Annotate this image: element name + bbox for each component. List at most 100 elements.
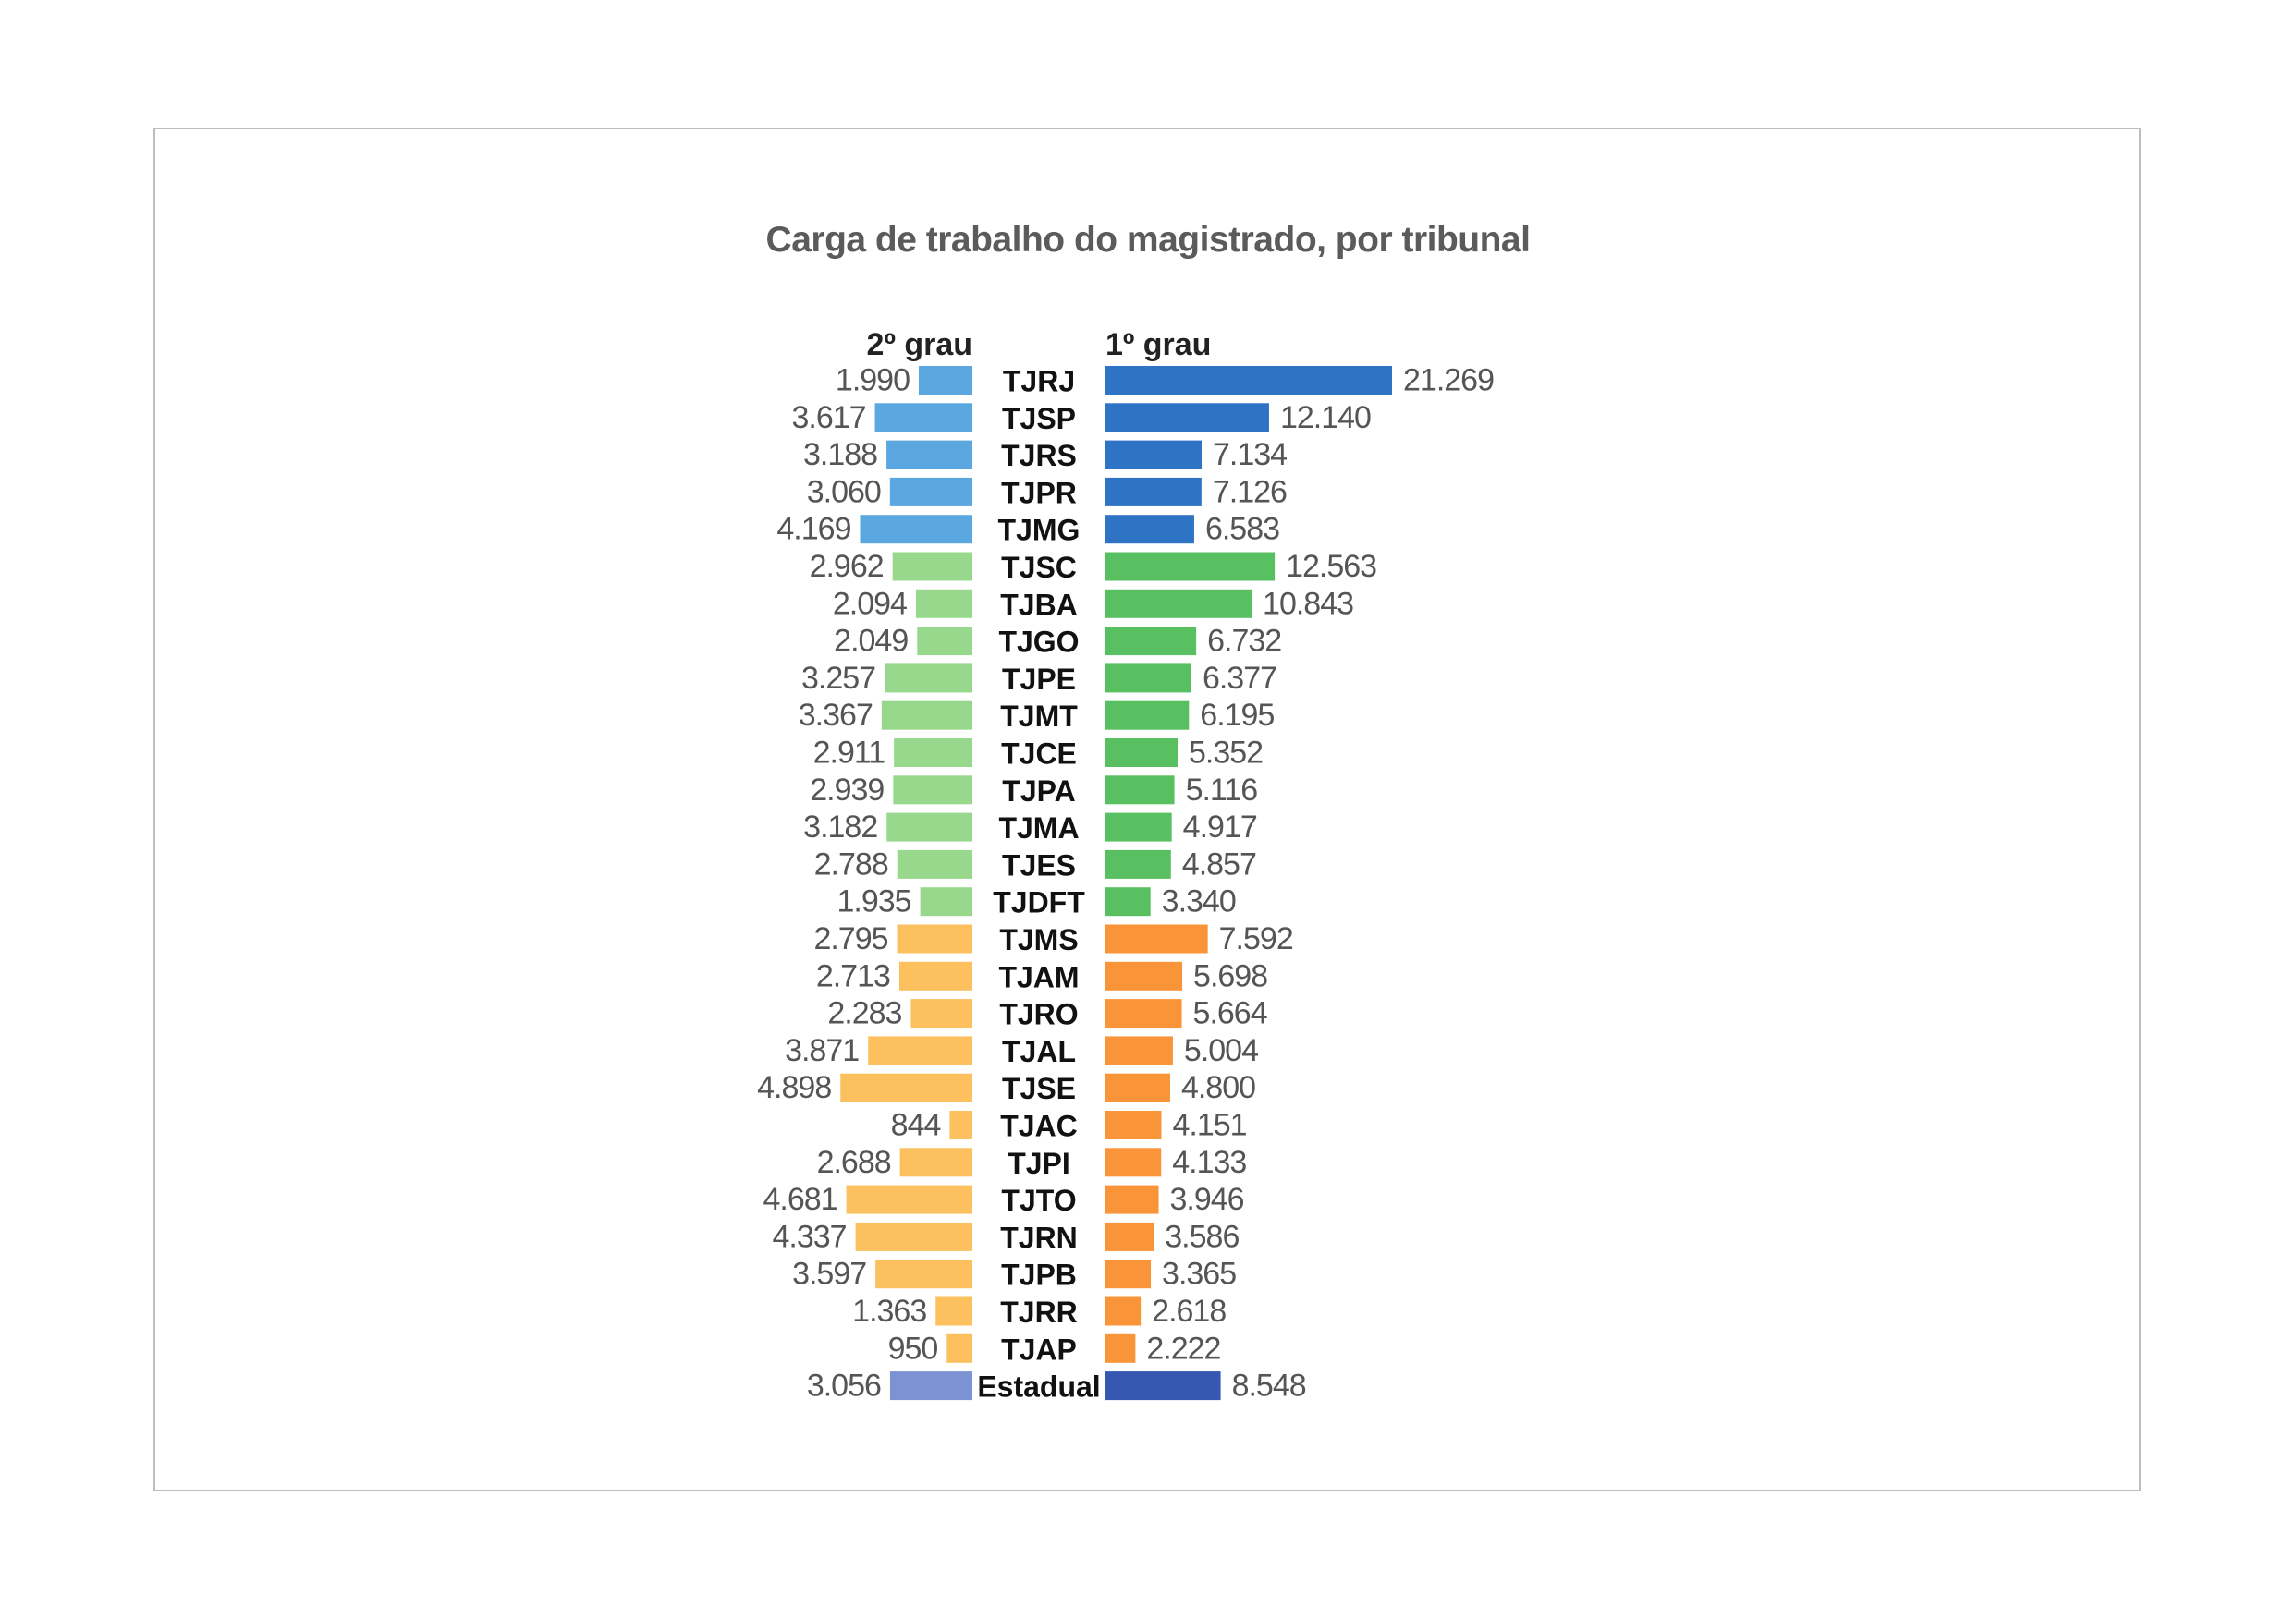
value-label-1grau-tjal: 5.004 bbox=[1184, 1033, 1258, 1068]
value-label-2grau-tjsp: 3.617 bbox=[791, 400, 865, 435]
value-label-1grau-tjpa: 5.116 bbox=[1186, 773, 1258, 808]
bar-2grau-tjap bbox=[946, 1333, 972, 1363]
category-label-tjmt: TJMT bbox=[1000, 700, 1078, 733]
bar-1grau-tjrs bbox=[1105, 440, 1202, 469]
value-label-1grau-tjpi: 4.133 bbox=[1172, 1145, 1246, 1180]
category-label-tjpb: TJPB bbox=[1001, 1259, 1077, 1292]
value-label-1grau-tjsp: 12.140 bbox=[1280, 400, 1371, 435]
value-label-2grau-tjsc: 2.962 bbox=[810, 549, 884, 584]
bar-2grau-tjal bbox=[868, 1036, 972, 1065]
category-label-estadual: Estadual bbox=[977, 1370, 1100, 1404]
bar-1grau-tjsp bbox=[1105, 403, 1269, 432]
value-label-1grau-tjro: 5.664 bbox=[1193, 996, 1267, 1031]
category-label-tjmg: TJMG bbox=[998, 514, 1081, 547]
bar-1grau-tjce bbox=[1105, 738, 1179, 767]
category-label-tjrj: TJRJ bbox=[1003, 365, 1075, 398]
bar-2grau-tjsp bbox=[874, 403, 972, 432]
bar-2grau-tjpi bbox=[899, 1148, 972, 1177]
value-label-1grau-tjrr: 2.618 bbox=[1152, 1294, 1226, 1329]
value-label-2grau-estadual: 3.056 bbox=[807, 1369, 881, 1404]
value-label-2grau-tjba: 2.094 bbox=[833, 586, 907, 621]
bar-1grau-tjac bbox=[1105, 1111, 1162, 1139]
bar-2grau-tjam bbox=[898, 961, 972, 991]
value-label-1grau-tjma: 4.917 bbox=[1183, 810, 1257, 845]
value-label-1grau-tjes: 4.857 bbox=[1182, 846, 1256, 882]
bar-1grau-tjse bbox=[1105, 1073, 1170, 1102]
value-label-1grau-tjrs: 7.134 bbox=[1213, 437, 1287, 472]
category-label-tjms: TJMS bbox=[999, 923, 1078, 956]
value-label-2grau-tjmt: 3.367 bbox=[799, 698, 873, 733]
category-label-tjam: TJAM bbox=[998, 960, 1079, 993]
bar-2grau-tjes bbox=[897, 849, 972, 879]
category-label-tjdft: TJDFT bbox=[993, 886, 1085, 919]
bar-1grau-tjpe bbox=[1105, 663, 1191, 693]
bar-1grau-tjal bbox=[1105, 1036, 1173, 1065]
category-label-tjto: TJTO bbox=[1001, 1184, 1076, 1217]
bar-1grau-tjba bbox=[1105, 589, 1252, 618]
bar-1grau-tjma bbox=[1105, 812, 1172, 842]
bar-1grau-tjrr bbox=[1105, 1296, 1142, 1326]
bar-1grau-tjpb bbox=[1105, 1260, 1152, 1289]
value-label-1grau-tjam: 5.698 bbox=[1193, 958, 1267, 993]
value-label-2grau-tjgo: 2.049 bbox=[834, 624, 908, 659]
chart-title: Carga de trabalho do magistrado, por tri… bbox=[765, 220, 1531, 260]
value-label-2grau-tjap: 950 bbox=[888, 1331, 938, 1366]
value-label-2grau-tjpb: 3.597 bbox=[792, 1257, 866, 1292]
category-label-tjpi: TJPI bbox=[1008, 1147, 1070, 1180]
category-label-tjro: TJRO bbox=[999, 998, 1078, 1031]
bar-2grau-tjpe bbox=[885, 663, 972, 693]
value-label-2grau-tjrs: 3.188 bbox=[803, 437, 877, 472]
bar-1grau-tjms bbox=[1105, 924, 1208, 954]
bar-2grau-tjto bbox=[846, 1185, 972, 1214]
bar-1grau-tjpr bbox=[1105, 477, 1202, 506]
value-label-2grau-tjce: 2.911 bbox=[813, 736, 885, 771]
category-label-tjma: TJMA bbox=[998, 811, 1079, 845]
value-label-1grau-estadual: 8.548 bbox=[1232, 1369, 1306, 1404]
bar-1grau-tjmg bbox=[1105, 515, 1194, 544]
bar-2grau-tjro bbox=[910, 999, 972, 1029]
value-label-1grau-tjto: 3.946 bbox=[1170, 1182, 1244, 1217]
value-label-1grau-tjse: 4.800 bbox=[1181, 1070, 1255, 1105]
bar-1grau-tjdft bbox=[1105, 887, 1151, 917]
category-label-tjrn: TJRN bbox=[1000, 1221, 1078, 1254]
category-label-tjap: TJAP bbox=[1001, 1333, 1077, 1366]
value-label-2grau-tjro: 2.283 bbox=[827, 996, 901, 1031]
bar-1grau-tjsc bbox=[1105, 552, 1276, 581]
bar-2grau-tjrn bbox=[855, 1222, 972, 1251]
value-label-2grau-tjma: 3.182 bbox=[803, 810, 877, 845]
bar-1grau-tjpa bbox=[1105, 775, 1175, 805]
value-label-2grau-tjpe: 3.257 bbox=[801, 661, 875, 696]
value-label-1grau-tjrn: 3.586 bbox=[1165, 1219, 1239, 1254]
category-label-tjrr: TJRR bbox=[1000, 1296, 1078, 1329]
bar-2grau-tjgo bbox=[917, 627, 972, 656]
bar-1grau-tjpi bbox=[1105, 1148, 1162, 1177]
value-label-1grau-tjap: 2.222 bbox=[1146, 1331, 1220, 1366]
bar-2grau-tjpa bbox=[893, 775, 972, 805]
bar-2grau-estadual bbox=[889, 1371, 972, 1401]
category-label-tjes: TJES bbox=[1002, 848, 1076, 882]
category-labels-group: TJRJ TJSP TJRS TJPR TJMG TJSC TJBA TJGO TJPE TJMT… bbox=[977, 365, 1100, 1404]
value-label-1grau-tjba: 10.843 bbox=[1263, 586, 1353, 621]
value-label-1grau-tjdft: 3.340 bbox=[1162, 884, 1236, 919]
value-label-1grau-tjrj: 21.269 bbox=[1403, 363, 1494, 398]
bar-2grau-tjrj bbox=[919, 366, 972, 395]
bar-1grau-tjap bbox=[1105, 1333, 1136, 1363]
bar-2grau-tjpb bbox=[875, 1260, 972, 1289]
bar-2grau-tjse bbox=[840, 1073, 972, 1102]
bar-2grau-tjpr bbox=[889, 477, 972, 506]
bar-1grau-tjgo bbox=[1105, 627, 1197, 656]
bar-2grau-tjms bbox=[897, 924, 972, 954]
left-value-labels-group: 1.9903.6173.1883.0604.1692.9622.0942.049… bbox=[757, 363, 941, 1404]
bar-1grau-tjrn bbox=[1105, 1222, 1154, 1251]
bar-2grau-tjce bbox=[894, 738, 972, 767]
bar-1grau-tjro bbox=[1105, 999, 1182, 1029]
value-label-2grau-tjpr: 3.060 bbox=[807, 474, 881, 509]
value-label-2grau-tjdft: 1.935 bbox=[837, 884, 911, 919]
value-label-2grau-tjrn: 4.337 bbox=[773, 1219, 847, 1254]
value-label-2grau-tjms: 2.795 bbox=[813, 921, 887, 956]
value-label-1grau-tjpb: 3.365 bbox=[1162, 1257, 1236, 1292]
category-label-tjgo: TJGO bbox=[998, 626, 1079, 659]
bar-2grau-tjac bbox=[949, 1111, 972, 1139]
value-label-2grau-tjto: 4.681 bbox=[763, 1182, 837, 1217]
